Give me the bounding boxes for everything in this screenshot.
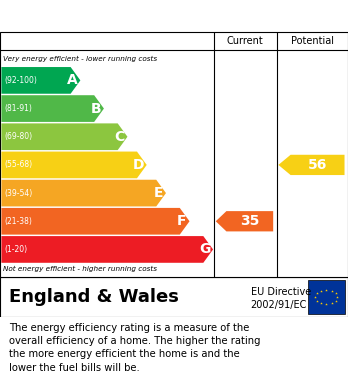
Text: E: E bbox=[154, 186, 163, 200]
Polygon shape bbox=[1, 124, 127, 150]
Text: C: C bbox=[114, 130, 125, 144]
Text: EU Directive: EU Directive bbox=[251, 287, 311, 297]
Polygon shape bbox=[1, 236, 213, 263]
Text: 35: 35 bbox=[240, 214, 260, 228]
Text: (55-68): (55-68) bbox=[4, 160, 32, 169]
Text: Potential: Potential bbox=[291, 36, 334, 46]
Polygon shape bbox=[1, 95, 104, 122]
Polygon shape bbox=[278, 155, 345, 175]
Text: D: D bbox=[133, 158, 144, 172]
Polygon shape bbox=[216, 211, 273, 231]
Text: Very energy efficient - lower running costs: Very energy efficient - lower running co… bbox=[3, 56, 158, 61]
Text: The energy efficiency rating is a measure of the
overall efficiency of a home. T: The energy efficiency rating is a measur… bbox=[9, 323, 260, 373]
Polygon shape bbox=[1, 180, 166, 206]
Polygon shape bbox=[1, 208, 190, 235]
Polygon shape bbox=[1, 67, 80, 94]
Text: (92-100): (92-100) bbox=[4, 76, 37, 85]
Text: G: G bbox=[199, 242, 210, 256]
Text: England & Wales: England & Wales bbox=[9, 288, 179, 306]
Text: B: B bbox=[90, 102, 101, 116]
Text: (39-54): (39-54) bbox=[4, 188, 32, 197]
Text: A: A bbox=[67, 74, 78, 87]
Text: F: F bbox=[177, 214, 187, 228]
Text: (1-20): (1-20) bbox=[4, 245, 27, 254]
Bar bbox=[308, 280, 345, 314]
Text: (21-38): (21-38) bbox=[4, 217, 32, 226]
Text: 2002/91/EC: 2002/91/EC bbox=[251, 300, 307, 310]
Text: (81-91): (81-91) bbox=[4, 104, 32, 113]
Text: (69-80): (69-80) bbox=[4, 132, 32, 141]
Text: Energy Efficiency Rating: Energy Efficiency Rating bbox=[10, 9, 213, 23]
Text: Not energy efficient - higher running costs: Not energy efficient - higher running co… bbox=[3, 266, 158, 272]
Polygon shape bbox=[1, 152, 147, 178]
Text: Current: Current bbox=[227, 36, 264, 46]
Text: 56: 56 bbox=[308, 158, 327, 172]
